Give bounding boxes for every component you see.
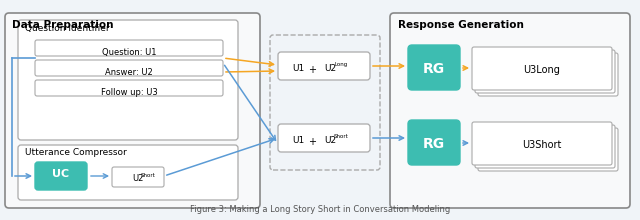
FancyBboxPatch shape xyxy=(278,124,370,152)
Text: Answer: U2: Answer: U2 xyxy=(105,68,153,77)
FancyBboxPatch shape xyxy=(18,145,238,200)
FancyBboxPatch shape xyxy=(478,53,618,96)
FancyBboxPatch shape xyxy=(278,52,370,80)
Text: Response Generation: Response Generation xyxy=(398,20,524,30)
FancyBboxPatch shape xyxy=(35,60,223,76)
Text: +: + xyxy=(308,65,316,75)
FancyBboxPatch shape xyxy=(472,47,612,90)
Text: +: + xyxy=(308,137,316,147)
Text: Long: Long xyxy=(334,62,348,67)
Text: Short: Short xyxy=(141,173,156,178)
Text: UC: UC xyxy=(52,169,70,179)
FancyBboxPatch shape xyxy=(475,125,615,168)
FancyBboxPatch shape xyxy=(35,80,223,96)
Text: RG: RG xyxy=(423,137,445,151)
FancyBboxPatch shape xyxy=(478,128,618,171)
FancyBboxPatch shape xyxy=(472,122,612,165)
Text: U2: U2 xyxy=(324,136,336,145)
FancyBboxPatch shape xyxy=(408,45,460,90)
FancyBboxPatch shape xyxy=(35,40,223,56)
FancyBboxPatch shape xyxy=(112,167,164,187)
Text: Short: Short xyxy=(333,134,348,139)
FancyBboxPatch shape xyxy=(408,120,460,165)
Text: Question: U1: Question: U1 xyxy=(102,48,156,57)
Text: Question Identifier: Question Identifier xyxy=(25,24,109,33)
FancyBboxPatch shape xyxy=(390,13,630,208)
Text: U3Short: U3Short xyxy=(522,140,562,150)
Text: U1: U1 xyxy=(292,136,304,145)
Text: Figure 3: Making a Long Story Short in Conversation Modeling: Figure 3: Making a Long Story Short in C… xyxy=(190,205,450,214)
Text: Follow up: U3: Follow up: U3 xyxy=(100,88,157,97)
FancyBboxPatch shape xyxy=(18,20,238,140)
Text: U1: U1 xyxy=(292,64,304,73)
FancyBboxPatch shape xyxy=(35,162,87,190)
Text: U2: U2 xyxy=(324,64,336,73)
Text: RG: RG xyxy=(423,62,445,76)
FancyBboxPatch shape xyxy=(475,50,615,93)
Text: U2: U2 xyxy=(132,174,144,183)
Text: Utterance Compressor: Utterance Compressor xyxy=(25,148,127,157)
Text: U3Long: U3Long xyxy=(524,65,561,75)
FancyBboxPatch shape xyxy=(5,13,260,208)
Text: Data Preparation: Data Preparation xyxy=(12,20,113,30)
